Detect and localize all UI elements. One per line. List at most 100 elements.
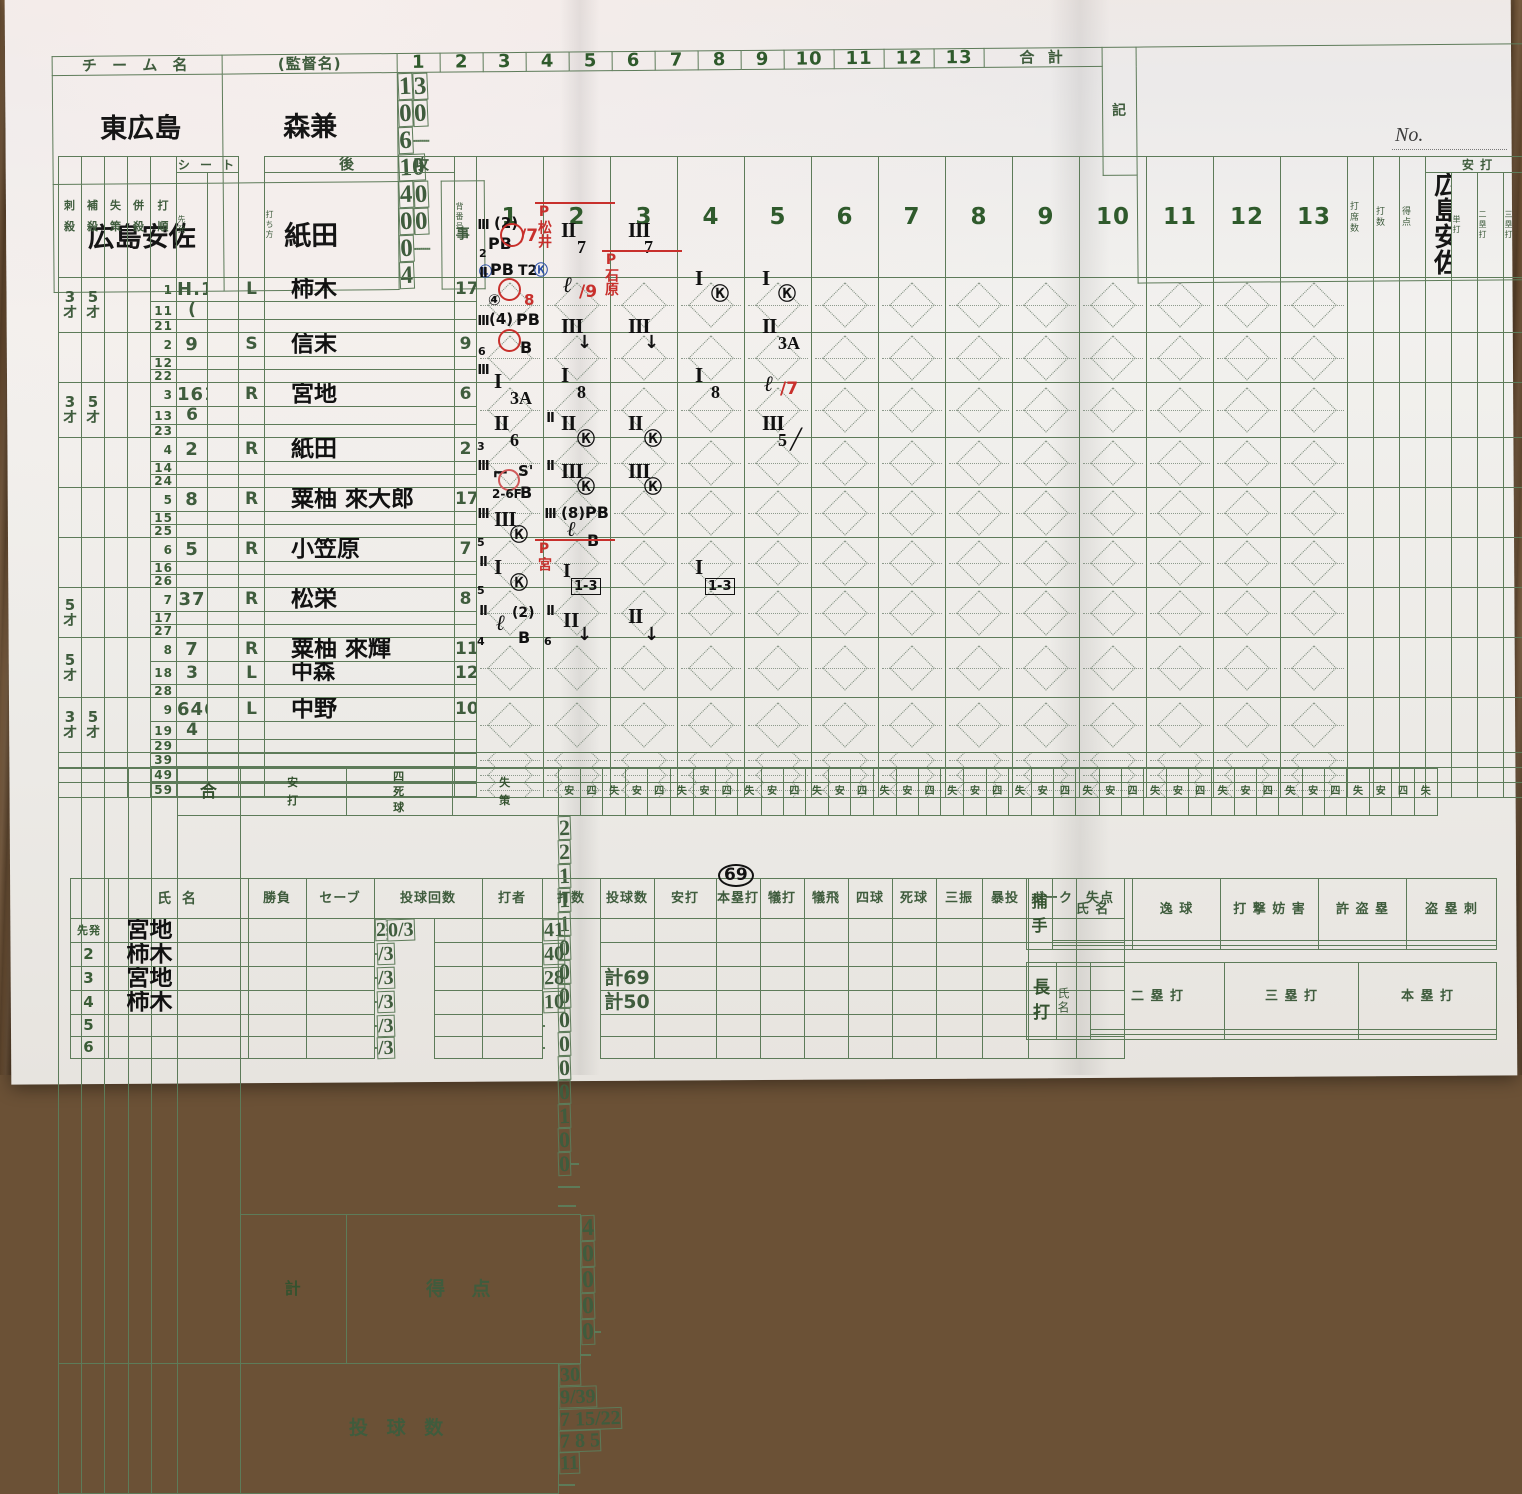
score-cell-4-13[interactable]	[1281, 488, 1348, 538]
score-cell-2-3[interactable]	[611, 383, 678, 438]
pitcher-ab-5[interactable]	[482, 1037, 542, 1059]
score-cell-6-11[interactable]	[1147, 588, 1214, 638]
score-cell-3-7[interactable]	[879, 438, 946, 488]
score-cell-4-3[interactable]	[611, 488, 678, 538]
pitcher-wp-5[interactable]	[936, 1037, 982, 1059]
pitcher-wp-0[interactable]	[936, 919, 982, 943]
score-cell-4-1[interactable]	[477, 488, 544, 538]
stat-cell-11-6[interactable]	[1504, 783, 1522, 798]
score-cell-4-7[interactable]	[879, 488, 946, 538]
pitcher-hr-4[interactable]	[654, 1015, 716, 1037]
stat-cell-9-6[interactable]	[1504, 753, 1522, 768]
score-cell-8-8[interactable]	[946, 698, 1013, 753]
score-cell-7-5[interactable]	[745, 638, 812, 698]
stat-cell-3-0[interactable]	[1348, 438, 1374, 488]
pitcher-bb-1[interactable]	[804, 943, 848, 967]
pitcher-save-1[interactable]	[306, 943, 374, 967]
score-cell-8-13[interactable]	[1281, 698, 1348, 753]
stat-cell-3-2[interactable]	[1400, 438, 1426, 488]
score-cell-4-8[interactable]	[946, 488, 1013, 538]
pitcher-win-2[interactable]	[248, 967, 306, 991]
stat-cell-5-5[interactable]	[1478, 538, 1504, 588]
score-cell-6-1[interactable]	[477, 588, 544, 638]
stat-cell-2-4[interactable]	[1452, 383, 1478, 438]
score-cell-4-4[interactable]	[678, 488, 745, 538]
score-cell-4-12[interactable]	[1214, 488, 1281, 538]
score-cell-2-10[interactable]	[1080, 383, 1147, 438]
score-cell-1-2[interactable]	[544, 333, 611, 383]
stat-cell-6-3[interactable]	[1426, 588, 1452, 638]
pitcher-bk-0[interactable]	[982, 919, 1028, 943]
score-cell-7-7[interactable]	[879, 638, 946, 698]
score-cell-0-8[interactable]	[946, 278, 1013, 333]
score-cell-3-2[interactable]	[544, 438, 611, 488]
stat-cell-9-4[interactable]	[1452, 753, 1478, 768]
pitcher-sac-2[interactable]	[716, 967, 760, 991]
pitcher-ab-1[interactable]	[482, 943, 542, 967]
stat-cell-11-5[interactable]	[1478, 783, 1504, 798]
stat-cell-0-6[interactable]	[1504, 278, 1522, 333]
score-cell-3-10[interactable]	[1080, 438, 1147, 488]
stat-cell-9-0[interactable]	[1348, 753, 1374, 768]
stat-cell-8-3[interactable]	[1426, 698, 1452, 753]
pitcher-batters-4[interactable]	[434, 1015, 482, 1037]
pitcher-ab-3[interactable]	[482, 991, 542, 1015]
score-cell-9-10[interactable]	[1080, 753, 1147, 768]
stat-cell-3-4[interactable]	[1452, 438, 1478, 488]
stat-cell-0-0[interactable]	[1348, 278, 1374, 333]
score-cell-8-9[interactable]	[1013, 698, 1080, 753]
pitcher-sac-4[interactable]	[716, 1015, 760, 1037]
score-cell-0-9[interactable]	[1013, 278, 1080, 333]
stat-cell-11-4[interactable]	[1452, 783, 1478, 798]
stat-cell-8-2[interactable]	[1400, 698, 1426, 753]
pitcher-wp-1[interactable]	[936, 943, 982, 967]
score-cell-1-13[interactable]	[1281, 333, 1348, 383]
pitcher-hr-5[interactable]	[654, 1037, 716, 1059]
pitcher-so-3[interactable]	[892, 991, 936, 1015]
stat-cell-5-1[interactable]	[1374, 538, 1400, 588]
score-cell-5-9[interactable]	[1013, 538, 1080, 588]
stat-cell-4-5[interactable]	[1478, 488, 1504, 538]
score-cell-6-4[interactable]	[678, 588, 745, 638]
score-cell-9-11[interactable]	[1147, 753, 1214, 768]
pitcher-wp-2[interactable]	[936, 967, 982, 991]
score-cell-7-10[interactable]	[1080, 638, 1147, 698]
score-cell-8-6[interactable]	[812, 698, 879, 753]
stat-cell-2-1[interactable]	[1374, 383, 1400, 438]
score-cell-2-4[interactable]	[678, 383, 745, 438]
pitcher-bk-5[interactable]	[982, 1037, 1028, 1059]
score-cell-7-13[interactable]	[1281, 638, 1348, 698]
score-cell-3-6[interactable]	[812, 438, 879, 488]
score-cell-6-8[interactable]	[946, 588, 1013, 638]
score-cell-5-10[interactable]	[1080, 538, 1147, 588]
pitcher-batters-1[interactable]	[434, 943, 482, 967]
pitcher-batters-0[interactable]	[434, 919, 482, 943]
stat-cell-0-2[interactable]	[1400, 278, 1426, 333]
score-cell-6-2[interactable]	[544, 588, 611, 638]
stat-cell-6-2[interactable]	[1400, 588, 1426, 638]
stat-cell-6-4[interactable]	[1452, 588, 1478, 638]
pitcher-hbp-5[interactable]	[848, 1037, 892, 1059]
score-cell-9-3[interactable]	[611, 753, 678, 768]
stat-cell-6-1[interactable]	[1374, 588, 1400, 638]
stat-cell-1-2[interactable]	[1400, 333, 1426, 383]
score-cell-4-9[interactable]	[1013, 488, 1080, 538]
stat-cell-5-0[interactable]	[1348, 538, 1374, 588]
stat-cell-8-1[interactable]	[1374, 698, 1400, 753]
score-cell-5-11[interactable]	[1147, 538, 1214, 588]
pitcher-win-1[interactable]	[248, 943, 306, 967]
stat-cell-0-3[interactable]	[1426, 278, 1452, 333]
pitcher-batters-3[interactable]	[434, 991, 482, 1015]
pitcher-bk-1[interactable]	[982, 943, 1028, 967]
stat-cell-4-0[interactable]	[1348, 488, 1374, 538]
stat-cell-7-1[interactable]	[1374, 638, 1400, 698]
pitcher-bk-2[interactable]	[982, 967, 1028, 991]
pitcher-sac-0[interactable]	[716, 919, 760, 943]
pitcher-sf-2[interactable]	[760, 967, 804, 991]
pitcher-so-5[interactable]	[892, 1037, 936, 1059]
extrabase-cell-1-0[interactable]	[1091, 1035, 1225, 1040]
pitcher-bb-0[interactable]	[804, 919, 848, 943]
score-cell-9-5[interactable]	[745, 753, 812, 768]
pitcher-save-5[interactable]	[306, 1037, 374, 1059]
stat-cell-4-4[interactable]	[1452, 488, 1478, 538]
